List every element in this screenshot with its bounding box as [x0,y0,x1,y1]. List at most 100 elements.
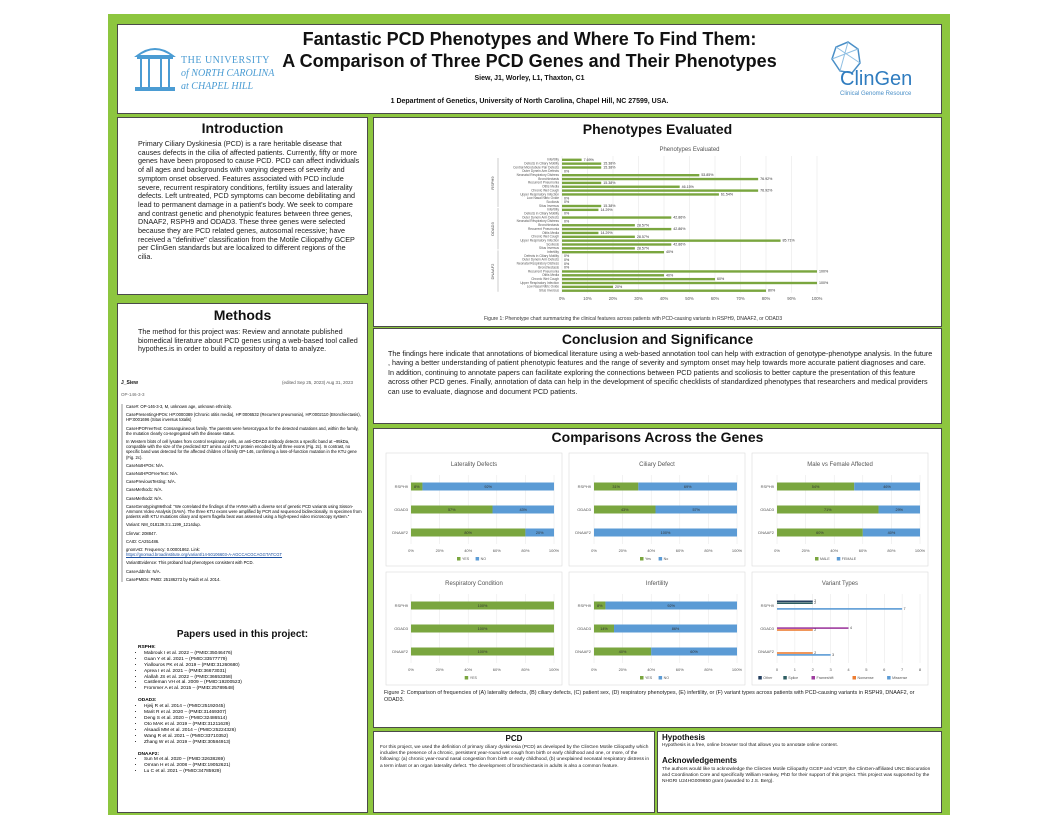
segment-value-label: 92% [667,604,675,608]
x-tick-label: 20% [619,667,627,672]
x-tick-label: 100% [732,667,743,672]
bar-value-label: 0% [564,219,570,223]
annotation-screenshot: J_Siew (edited Sep 25, 2023) Aug 31, 202… [118,378,367,626]
bar-value-label: 28.57% [637,246,650,250]
papers-gene-label: ODAD3: [138,698,157,704]
unc-logo-line1: THE UNIVERSITY [181,55,270,66]
x-tick-label: 0 [776,667,779,672]
category-label: Outer Dynein Arm Defects [522,169,559,173]
gnomad-link[interactable]: https://gnomad.broadinstitute.org/varian… [126,552,283,558]
category-label: Upper Respiratory Infection [520,192,559,196]
segment-value-label: 29% [895,508,903,512]
paper-item: Sun M et al. 2020 – (PMID:32638269) [144,757,363,763]
bar-value-label: 100% [819,269,829,273]
category-label: Chronic Wet Cough [531,188,559,192]
paper-item: Alsaadi MM et al. 2014 – (PMID:25224326) [144,728,363,734]
bar-value-label: 61.54% [721,192,734,196]
stacked-bar-segment [411,482,423,491]
annotation-line: CaseHPOFreeText: Consanguineous family. … [126,425,359,436]
category-label: DNAAF2 [392,649,409,654]
legend-swatch [475,557,480,561]
x-tick-label: 100% [549,548,560,553]
category-label: Outer Dynein Arm Defects [522,215,559,219]
stacked-bar-segment [594,505,656,514]
x-tick-label: 0% [591,548,597,553]
legend-swatch [658,557,663,561]
segment-value-label: 100% [478,627,488,631]
stacked-bar-segment [594,601,606,610]
stacked-bar-segment [594,482,639,491]
legend-label: YES [470,676,478,680]
phenotype-bar [562,285,613,289]
unc-logo-line2: of NORTH CAROLINA [181,68,275,79]
x-tick-label: 1 [794,667,797,672]
stacked-bar-segment [777,482,855,491]
annotation-line: CaseGenotypingMethod: "We correlated the… [126,503,362,520]
phenotypes-heading: Phenotypes Evaluated [582,121,733,137]
annotation-line: CaseNotHPOFreeText: N/A. [126,471,179,477]
x-tick-label: 60% [859,548,867,553]
variant-bar [777,652,813,654]
figure2-caption: Figure 2: Comparison of frequencies of (… [384,690,915,703]
category-label: Low Nasal Nitric Oxide [527,196,559,200]
comparisons-heading: Comparisons Across the Genes [551,429,764,445]
old-well-logo [134,48,176,91]
chart-title: Laterality Defects [451,462,497,468]
stacked-bar-segment [411,528,526,537]
papers-group-dnaaf2: Sun M et al. 2020 – (PMID:32638269) Omra… [138,757,363,775]
x-tick-label: 80% [762,296,771,301]
bar-value-label: 100% [819,281,829,285]
category-label: Bronchiectasis [538,177,559,181]
bar-value-label: 28.57% [637,223,650,227]
bar-value-label: 76.92% [760,189,773,193]
bar-value-label: 42.86% [673,216,686,220]
legend-label: MALE [820,557,830,561]
legend-swatch [640,557,644,561]
papers-list: RSPH9: Mabrouk I et al. 2022 – (PMID:350… [138,645,363,775]
x-tick-label: 5 [865,667,868,672]
variant-bar [777,608,903,610]
segment-value-label: 80% [464,531,472,535]
authors: Siew, J1, Worley, L1, Thaxton, C1 [474,75,585,82]
x-tick-label: 0% [408,548,414,553]
bar-value-label: 15.38% [603,162,616,166]
phenotype-bar [562,224,635,227]
annotation-line: ClinVar: 208847. [126,530,157,536]
x-tick-label: 0% [591,667,597,672]
legend-label: NO [664,676,670,680]
x-tick-label: 20% [609,296,618,301]
bar-value-label: 0% [564,262,570,266]
papers-gene-label: DNAAF2: [138,751,160,757]
phenotype-bar [562,235,635,238]
acknowledgements-text: The authors would like to acknowledge th… [662,767,931,785]
introduction-text: Primary Ciliary Dyskinesia (PCD) is a ra… [138,139,360,262]
legend-swatch [852,676,856,680]
paper-item: Frommer A et al. 2015 – (PMID:25789548) [144,686,363,692]
category-label: RSPH9 [578,603,592,608]
segment-value-label: 43% [621,508,629,512]
annotation-line: CaseMethod1: N/A. [126,487,163,493]
conclusion-text: The findings here indicate that annotati… [388,349,933,396]
phenotype-bar [562,208,599,212]
annotation-line: Case#: OP-146-3-3, M, unknown age, unkno… [126,404,232,409]
segment-value-label: 71% [824,508,832,512]
bar-value-label: 14.29% [600,231,613,235]
legend-label: YES [645,676,653,680]
x-tick-label: 100% [732,548,743,553]
bar-value-label: 2 [814,651,816,655]
category-label: RSPH9 [761,484,775,489]
stacked-bar-segment [655,505,737,514]
introduction-panel: Introduction Primary Ciliary Dyskinesia … [117,117,368,295]
segment-value-label: 46% [883,485,891,489]
segment-value-label: 57% [692,508,700,512]
x-tick-label: 60% [711,296,720,301]
paper-item: Castleman VH et al. 2009 – (PMID:1920052… [144,680,363,686]
x-tick-label: 40% [660,296,669,301]
stacked-bar-segment [614,624,737,633]
variant-bar [777,600,813,603]
clingen-icon [831,41,861,74]
poster-title-line1: Fantastic PCD Phenotypes and Where To Fi… [302,29,757,49]
phenotype-bar [562,231,599,235]
clingen-logo: ClinGen [840,68,913,90]
